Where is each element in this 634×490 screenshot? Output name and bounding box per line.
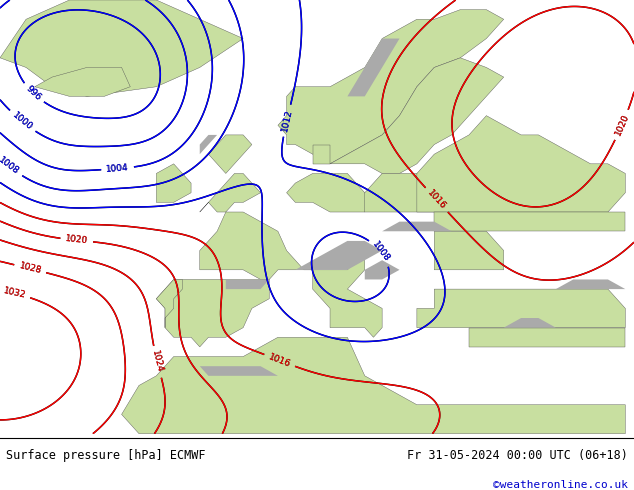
Text: 996: 996 [24, 84, 42, 102]
Text: 1032: 1032 [2, 287, 27, 300]
Text: 1024: 1024 [150, 350, 164, 374]
Polygon shape [200, 366, 278, 376]
Polygon shape [417, 289, 625, 328]
Text: 1016: 1016 [268, 352, 292, 369]
Text: 1020: 1020 [613, 113, 631, 137]
Text: 1004: 1004 [106, 163, 129, 174]
Polygon shape [417, 116, 625, 212]
Polygon shape [504, 318, 556, 328]
Polygon shape [209, 135, 252, 173]
Text: ©weatheronline.co.uk: ©weatheronline.co.uk [493, 480, 628, 490]
Polygon shape [365, 173, 451, 212]
Text: 1024: 1024 [150, 350, 164, 374]
Text: 1032: 1032 [2, 287, 27, 300]
Text: 1016: 1016 [268, 352, 292, 369]
Polygon shape [347, 39, 399, 97]
Text: 1012: 1012 [280, 108, 294, 133]
Polygon shape [200, 135, 217, 154]
Polygon shape [157, 164, 191, 202]
Text: 1000: 1000 [11, 111, 34, 132]
Polygon shape [226, 279, 269, 289]
Text: 1028: 1028 [18, 262, 42, 276]
Polygon shape [382, 221, 451, 231]
Polygon shape [157, 279, 183, 328]
Text: 1020: 1020 [613, 113, 631, 137]
Polygon shape [157, 279, 269, 347]
Text: 1008: 1008 [0, 156, 20, 177]
Text: 1000: 1000 [11, 111, 34, 132]
Polygon shape [556, 279, 625, 289]
Polygon shape [330, 58, 504, 173]
Text: 1008: 1008 [370, 240, 391, 264]
Text: 1016: 1016 [425, 189, 448, 212]
Polygon shape [434, 231, 504, 270]
Polygon shape [295, 241, 382, 270]
Text: 1020: 1020 [65, 235, 89, 246]
Text: 1028: 1028 [18, 262, 42, 276]
Text: 1016: 1016 [425, 189, 448, 212]
Polygon shape [365, 260, 399, 279]
Text: 1008: 1008 [370, 240, 391, 264]
Text: Surface pressure [hPa] ECMWF: Surface pressure [hPa] ECMWF [6, 449, 206, 463]
Polygon shape [122, 337, 625, 434]
Polygon shape [0, 0, 243, 97]
Text: 1008: 1008 [0, 156, 20, 177]
Polygon shape [200, 173, 261, 212]
Text: 996: 996 [24, 84, 42, 102]
Text: 1020: 1020 [65, 235, 89, 246]
Polygon shape [278, 10, 504, 164]
Text: 1012: 1012 [280, 108, 294, 133]
Polygon shape [469, 328, 625, 347]
Polygon shape [304, 250, 382, 337]
Polygon shape [200, 212, 304, 279]
Polygon shape [434, 212, 625, 231]
Polygon shape [287, 173, 373, 212]
Text: Fr 31-05-2024 00:00 UTC (06+18): Fr 31-05-2024 00:00 UTC (06+18) [407, 449, 628, 463]
Polygon shape [313, 145, 330, 164]
Polygon shape [35, 68, 130, 97]
Text: 1004: 1004 [106, 163, 129, 174]
